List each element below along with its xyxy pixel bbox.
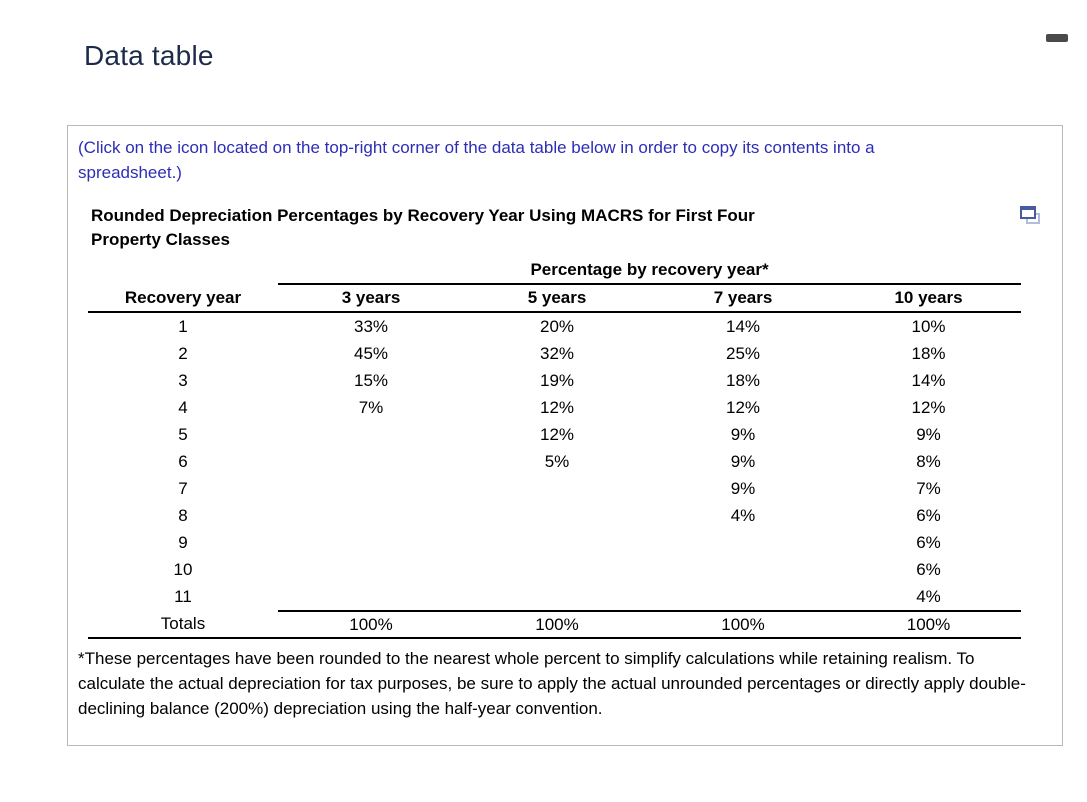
percentage-cell (650, 556, 836, 583)
percentage-cell: 9% (916, 424, 941, 444)
percentage-cell: 6% (916, 559, 941, 579)
percentage-cell: 20% (539, 316, 575, 336)
percentage-cell: 14% (725, 316, 761, 336)
percentage-cell: 12% (725, 397, 761, 417)
percentage-cell (278, 556, 464, 583)
percentage-cell: 8% (916, 451, 941, 471)
table-row: 2 45% 32% 25% 18% (88, 340, 1021, 367)
percentage-cell: 15% (353, 370, 389, 390)
copy-icon-front-rect (1020, 206, 1036, 219)
percentage-cell: 33% (353, 316, 389, 336)
percentage-cell: 12% (539, 397, 575, 417)
depreciation-table: Percentage by recovery year* Recovery ye… (88, 257, 1022, 639)
percentage-cell: 32% (539, 343, 575, 363)
table-row: 9 6% (88, 529, 1021, 556)
percentage-cell (464, 529, 650, 556)
span-header-row: Percentage by recovery year* (88, 257, 1022, 285)
recovery-year-cell: 9 (178, 532, 188, 552)
column-header: Recovery year (88, 284, 278, 313)
percentage-cell: 14% (911, 370, 946, 390)
table-row: 7 9% 7% (88, 475, 1021, 502)
recovery-year-cell: 4 (178, 397, 188, 417)
percentage-cell: 4% (916, 586, 941, 606)
table-row: 5 12% 9% 9% (88, 421, 1021, 448)
percentage-cell (464, 502, 650, 529)
totals-row: Totals 100% 100% 100% 100% (88, 610, 1022, 639)
percentage-cell (278, 475, 464, 502)
page-title: Data table (84, 40, 214, 71)
span-header-spacer (88, 257, 278, 284)
column-header: 3 years (278, 284, 464, 313)
recovery-year-cell: 10 (173, 559, 193, 579)
totals-cell: 100% (836, 610, 1022, 639)
percentage-cell: 5% (544, 451, 570, 471)
percentage-cell: 9% (730, 478, 756, 498)
percentage-cell: 6% (916, 532, 941, 552)
recovery-year-cell: 2 (178, 343, 188, 363)
instruction-text: (Click on the icon located on the top-ri… (78, 138, 875, 182)
table-row: 11 4% (88, 583, 1021, 611)
minimize-icon (1045, 34, 1068, 42)
copy-icon (1020, 206, 1040, 224)
recovery-year-cell: 11 (174, 587, 192, 606)
recovery-year-cell: 1 (178, 316, 188, 336)
percentage-cell: 12% (911, 397, 946, 417)
table-row: 8 4% 6% (88, 502, 1021, 529)
percentage-cell: 12% (539, 424, 575, 444)
table-row: 4 7% 12% 12% 12% (88, 394, 1021, 421)
percentage-cell: 19% (539, 370, 575, 390)
data-table-panel: (Click on the icon located on the top-ri… (67, 125, 1063, 746)
percentage-cell: 10% (911, 316, 946, 336)
column-header: 5 years (464, 284, 650, 313)
column-header-row: Recovery year 3 years 5 years 7 years 10… (88, 284, 1022, 313)
percentage-cell: 9% (730, 451, 756, 471)
percentage-cell: 18% (911, 343, 946, 363)
percentage-cell: 7% (358, 397, 384, 417)
table-title-row: Rounded Depreciation Percentages by Reco… (91, 204, 1040, 252)
percentage-cell: 7% (916, 478, 941, 498)
percentage-cell: 25% (725, 343, 761, 363)
percentage-cell (464, 556, 650, 583)
percentage-cell (278, 529, 464, 556)
percentage-cell: 45% (353, 343, 389, 363)
recovery-year-cell: 7 (178, 478, 188, 498)
recovery-year-cell: 5 (178, 424, 188, 444)
table-title: Rounded Depreciation Percentages by Reco… (91, 206, 755, 249)
totals-cell: 100% (278, 610, 464, 639)
totals-cell: 100% (464, 610, 650, 639)
percentage-cell: 4% (730, 505, 756, 525)
table-row: 1 33% 20% 14% 10% (88, 312, 1021, 340)
percentage-cell (278, 421, 464, 448)
copy-table-button[interactable] (1020, 206, 1040, 224)
percentage-cell (278, 583, 464, 611)
totals-label: Totals (88, 611, 278, 639)
recovery-year-cell: 3 (178, 370, 188, 390)
span-header: Percentage by recovery year* (278, 257, 1022, 285)
recovery-year-cell: 6 (178, 451, 188, 471)
table-footnote: *These percentages have been rounded to … (78, 649, 1026, 718)
percentage-cell (464, 475, 650, 502)
percentage-cell (464, 583, 650, 611)
totals-cell: 100% (650, 610, 836, 639)
table-body: 1 33% 20% 14% 10% 2 45% 32% 25% 18% 3 15% 19% 18% 14% 4… (88, 312, 1021, 611)
percentage-cell: 9% (730, 424, 756, 444)
table-row: 6 5% 9% 8% (88, 448, 1021, 475)
percentage-cell (650, 529, 836, 556)
percentage-cell: 18% (725, 370, 761, 390)
column-header: 7 years (650, 284, 836, 313)
percentage-cell (278, 448, 464, 475)
minimize-button[interactable] (1044, 31, 1069, 43)
column-header: 10 years (836, 284, 1022, 313)
recovery-year-cell: 8 (178, 505, 188, 525)
percentage-cell: 6% (916, 505, 941, 525)
table-row: 3 15% 19% 18% 14% (88, 367, 1021, 394)
percentage-cell (278, 502, 464, 529)
percentage-cell (650, 583, 836, 611)
table-row: 10 6% (88, 556, 1021, 583)
